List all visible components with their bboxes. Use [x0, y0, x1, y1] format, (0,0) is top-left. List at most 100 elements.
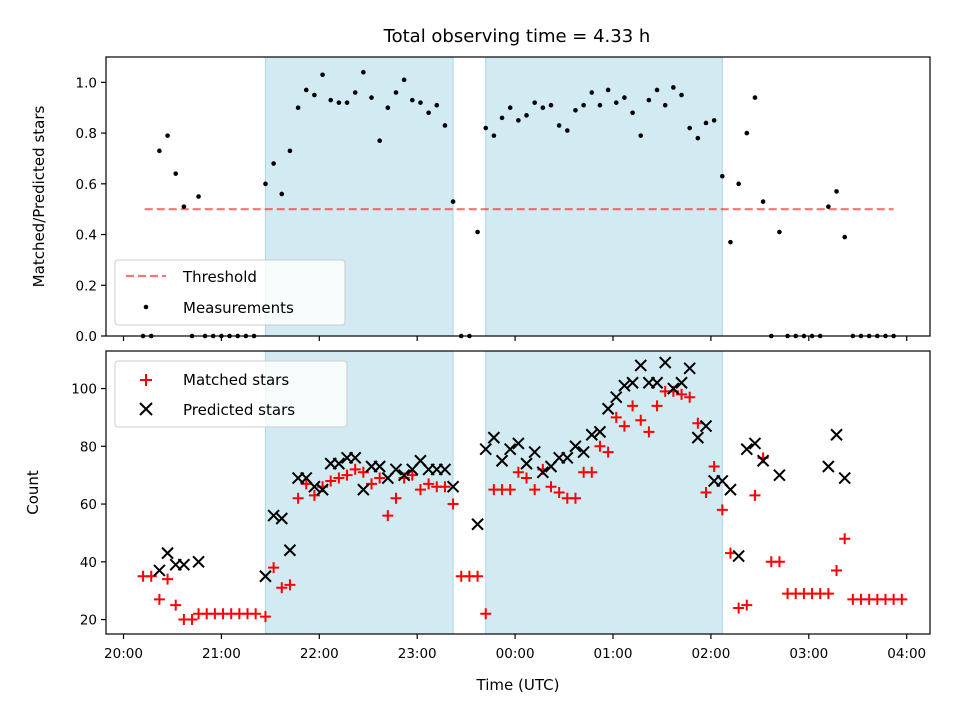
matched-star-point — [602, 446, 614, 458]
predicted-star-point — [348, 451, 362, 465]
matched-star-point — [284, 579, 296, 591]
matched-star-point — [504, 484, 516, 496]
predicted-star-point — [192, 555, 205, 569]
measurement-point — [385, 105, 391, 111]
x-tick-label: 20:00 — [104, 646, 143, 662]
bottom-y-ticks: 20 40 60 80 100 — [71, 382, 106, 629]
matched-star-point — [700, 487, 712, 498]
bottom-shaded-intervals — [264, 350, 723, 635]
matched-star-point — [512, 466, 524, 478]
matched-star-point — [569, 492, 581, 504]
measurement-point — [377, 138, 382, 143]
y-tick-label: 80 — [80, 439, 97, 455]
measurement-point — [483, 125, 489, 131]
matched-star-point — [423, 478, 435, 490]
matched-star-point — [325, 475, 337, 487]
y-tick-label: 1.0 — [76, 75, 97, 91]
matched-star-point — [480, 608, 492, 620]
matched-star-point — [822, 588, 834, 600]
predicted-star-point — [283, 544, 297, 557]
y-tick-label: 0.0 — [76, 329, 97, 345]
predicted-star-point — [756, 454, 770, 467]
matched-star-point — [472, 570, 484, 582]
measurement-point — [540, 105, 546, 111]
predicted-star-point — [487, 431, 501, 444]
matched-star-point — [896, 593, 908, 605]
matched-star-point — [724, 547, 736, 559]
measurement-point — [589, 90, 595, 95]
predicted-star-point — [561, 451, 574, 465]
predicted-star-point — [740, 442, 754, 456]
measurement-point — [834, 189, 839, 194]
measurement-point — [842, 234, 847, 240]
predicted-star-point — [650, 376, 664, 389]
matched-star-point — [553, 487, 565, 498]
matched-star-point — [773, 556, 785, 568]
y-tick-label: 0.4 — [76, 228, 97, 244]
matched-star-point — [733, 602, 745, 614]
y-tick-label: 20 — [80, 613, 97, 629]
measurement-point — [328, 97, 334, 103]
matched-stars-points — [137, 385, 908, 626]
matched-star-point — [839, 533, 851, 545]
figure-title: Total observing time = 4.33 h — [383, 26, 651, 47]
predicted-stars-points — [153, 356, 851, 583]
measurement-point — [271, 161, 276, 166]
matched-star-point — [529, 484, 541, 496]
predicted-star-point — [397, 468, 411, 482]
y-tick-label: 0.6 — [76, 177, 97, 193]
predicted-star-point — [610, 390, 623, 404]
matched-star-point — [447, 498, 459, 510]
y-tick-label: 0.2 — [76, 278, 97, 294]
predicted-star-point — [773, 468, 786, 482]
measurement-point — [410, 97, 415, 103]
predicted-star-point — [512, 437, 525, 450]
measurement-point — [622, 95, 627, 100]
measurement-point — [597, 102, 603, 108]
measurement-point — [548, 102, 554, 108]
measurement-point — [744, 130, 750, 136]
measurement-point — [352, 90, 358, 95]
legend-predicted-swatch — [139, 402, 153, 416]
measurement-point — [565, 128, 570, 133]
predicted-star-point — [373, 460, 386, 473]
measurement-point — [279, 191, 285, 197]
measurement-point — [516, 118, 521, 123]
measurement-point — [507, 105, 513, 111]
x-tick-label: 22:00 — [300, 646, 339, 662]
matched-star-point — [643, 426, 655, 438]
top-axes-frame — [105, 56, 931, 337]
measurement-point — [728, 239, 733, 245]
x-tick-label: 04:00 — [887, 646, 926, 662]
predicted-star-point — [153, 564, 166, 577]
measurement-point — [181, 204, 187, 209]
measurement-point — [320, 72, 325, 78]
matched-star-point — [153, 593, 165, 605]
measurement-point — [295, 105, 301, 111]
measurement-point — [442, 123, 448, 128]
predicted-star-point — [316, 483, 329, 496]
measurement-point — [369, 95, 374, 100]
matched-star-point — [708, 461, 720, 473]
matched-star-point — [186, 614, 198, 626]
y-tick-label: 100 — [71, 382, 97, 398]
matched-star-point — [545, 481, 557, 493]
matched-star-point — [749, 489, 761, 501]
measurement-point — [336, 100, 342, 105]
measurement-point — [361, 69, 366, 75]
measurement-point — [573, 107, 578, 113]
predicted-star-point — [577, 445, 590, 459]
predicted-star-point — [389, 463, 403, 476]
predicted-star-point — [446, 480, 460, 493]
measurement-point — [605, 87, 611, 93]
predicted-star-point — [585, 428, 598, 441]
predicted-star-point — [830, 428, 843, 441]
matched-star-point — [594, 440, 606, 452]
y-tick-label: 0.8 — [76, 126, 97, 142]
measurement-point — [263, 181, 268, 187]
predicted-star-point — [838, 471, 851, 485]
legend-threshold-label: Threshold — [182, 268, 257, 286]
x-tick-label: 21:00 — [202, 646, 241, 662]
measurement-point — [711, 118, 717, 123]
